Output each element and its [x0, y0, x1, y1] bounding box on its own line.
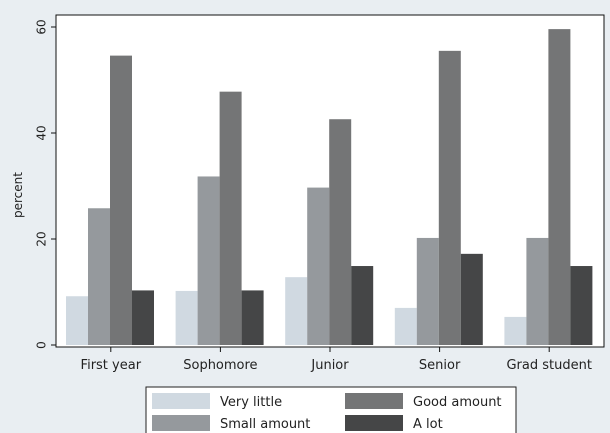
bar-a-lot [132, 290, 154, 345]
legend-swatch [152, 415, 210, 431]
bar-small-amount [526, 237, 549, 345]
bar-small-amount [416, 237, 439, 345]
y-tick-label: 0 [35, 341, 49, 349]
bar-a-lot [351, 266, 374, 345]
bar-good-amount [438, 50, 461, 345]
bar-small-amount [197, 176, 220, 345]
y-tick-label: 20 [35, 231, 49, 246]
bar-good-amount [329, 119, 352, 345]
bar-very-little [66, 296, 88, 345]
bar-small-amount [307, 187, 330, 345]
y-axis-label: percent [11, 172, 25, 218]
bar-very-little [175, 290, 198, 345]
bar-a-lot [241, 290, 264, 345]
y-axis: 0 20 40 60 [35, 19, 56, 349]
bars-group [66, 29, 593, 346]
legend-label: Very little [220, 395, 282, 410]
bar-good-amount [219, 91, 242, 345]
x-tick-label: First year [81, 358, 142, 373]
bar-a-lot [570, 266, 593, 345]
y-tick-label: 40 [35, 125, 49, 140]
y-tick-label: 60 [35, 19, 49, 34]
bar-very-little [285, 277, 308, 345]
bar-very-little [504, 316, 527, 345]
x-tick-label: Senior [419, 358, 461, 373]
legend-label: A lot [413, 417, 443, 432]
bar-good-amount [110, 55, 132, 346]
legend-swatch [152, 393, 210, 409]
legend-swatch [345, 415, 403, 431]
bar-small-amount [88, 208, 110, 345]
legend: Very little Small amount Good amount A lot [145, 386, 517, 433]
legend-label: Small amount [220, 417, 310, 432]
bar-a-lot [460, 253, 483, 345]
bar-very-little [394, 307, 417, 345]
x-tick-label: Grad student [506, 358, 591, 373]
legend-swatch [345, 393, 403, 409]
x-axis: First year Sophomore Junior Senior Grad stud… [81, 347, 592, 373]
x-tick-label: Junior [310, 358, 349, 373]
x-tick-label: Sophomore [183, 358, 257, 373]
legend-label: Good amount [413, 395, 502, 410]
bar-good-amount [548, 29, 571, 346]
